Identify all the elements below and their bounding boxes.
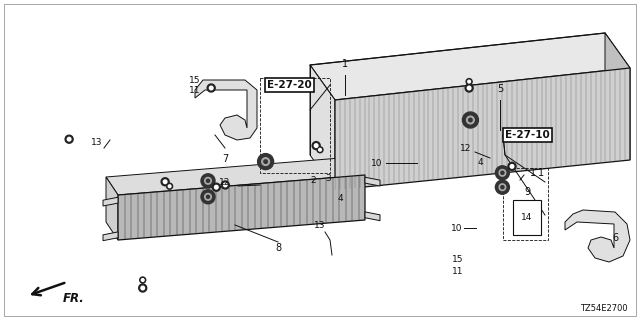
Circle shape [465,84,473,92]
Polygon shape [118,175,365,240]
Polygon shape [335,68,630,190]
Text: E-27-10: E-27-10 [505,130,550,140]
Circle shape [161,178,169,186]
Polygon shape [103,197,118,206]
Text: 11: 11 [189,85,200,94]
Circle shape [495,180,509,194]
Circle shape [201,174,215,188]
Circle shape [168,185,171,188]
Circle shape [312,141,320,150]
Polygon shape [365,212,380,221]
Polygon shape [605,33,630,160]
Circle shape [221,181,229,189]
Polygon shape [565,210,630,262]
Text: 14: 14 [522,212,532,221]
Circle shape [314,144,318,148]
Bar [260,78,330,173]
Circle shape [501,171,504,174]
Text: 15: 15 [451,255,463,265]
Text: 8: 8 [275,243,281,253]
Text: 15: 15 [189,76,200,84]
Text: 3: 3 [325,173,331,182]
Circle shape [317,147,323,153]
Circle shape [264,160,268,163]
Circle shape [140,277,146,283]
Circle shape [201,190,215,204]
Circle shape [67,137,71,141]
Circle shape [209,86,213,90]
Circle shape [223,183,227,187]
Circle shape [495,166,509,180]
Circle shape [205,193,211,200]
Circle shape [467,116,474,124]
Polygon shape [106,157,365,195]
Text: 4: 4 [337,194,343,203]
Circle shape [139,284,147,292]
Circle shape [467,86,471,90]
Text: 10: 10 [451,223,462,233]
Circle shape [499,184,506,190]
Text: 1: 1 [538,168,544,178]
Bar [503,168,548,240]
Circle shape [508,163,516,171]
Text: 1: 1 [530,168,536,178]
Circle shape [166,183,173,189]
Polygon shape [103,232,118,241]
Polygon shape [106,177,118,240]
Text: 5: 5 [497,84,503,94]
Polygon shape [195,80,257,140]
Circle shape [163,180,167,184]
Circle shape [468,80,470,83]
Polygon shape [365,177,380,186]
Circle shape [212,183,220,191]
Circle shape [510,164,514,168]
Text: 10: 10 [371,158,382,167]
Circle shape [466,79,472,84]
Circle shape [207,84,215,92]
Circle shape [207,179,209,182]
Circle shape [468,118,472,122]
Bar [513,200,541,235]
Polygon shape [310,33,630,100]
Text: TZ54E2700: TZ54E2700 [580,304,628,313]
Text: 9: 9 [524,187,530,197]
Circle shape [141,286,145,290]
Text: 13: 13 [92,138,103,147]
Text: FR.: FR. [63,292,84,305]
Circle shape [499,170,506,176]
Circle shape [501,186,504,189]
Text: 2: 2 [310,175,316,185]
Circle shape [205,177,211,184]
Text: 12: 12 [220,178,230,187]
Text: 7: 7 [222,154,228,164]
Polygon shape [310,65,335,190]
Circle shape [258,154,274,170]
Circle shape [319,148,321,151]
Circle shape [141,279,144,281]
Text: 13: 13 [314,220,326,229]
Text: 4: 4 [477,157,483,166]
Text: 1: 1 [342,59,348,69]
Text: 11: 11 [451,268,463,276]
Circle shape [207,195,209,198]
Text: 12: 12 [460,143,472,153]
Text: 6: 6 [612,233,618,243]
Circle shape [214,185,218,189]
Circle shape [262,158,269,165]
Circle shape [463,112,479,128]
Circle shape [65,135,73,143]
Text: E-27-20: E-27-20 [267,80,312,90]
